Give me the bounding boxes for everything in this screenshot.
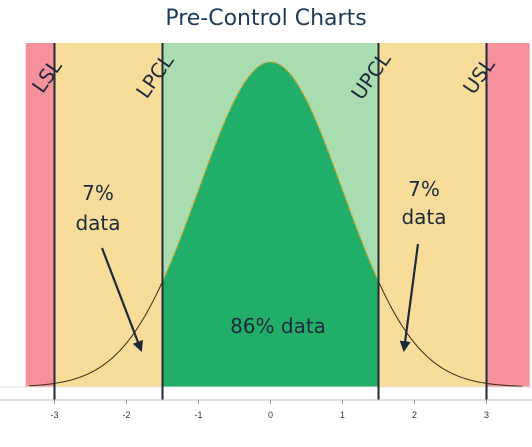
x-tick-label: 1 <box>340 410 345 420</box>
zone-4 <box>486 43 530 387</box>
annotation-right-arrow <box>399 243 420 353</box>
curve-layer <box>0 61 532 388</box>
zone-0 <box>25 43 55 387</box>
x-tick-label: 0 <box>268 410 273 420</box>
annotation-left-percent: 7% <box>82 181 114 205</box>
annotation-right-data: data <box>401 205 446 229</box>
curve-left-tail <box>29 282 163 387</box>
chart-title: Pre-Control Charts <box>165 6 367 31</box>
curve-right-tail <box>378 281 523 387</box>
zone-3 <box>378 43 487 387</box>
zone-1 <box>54 43 163 387</box>
x-tick-label: -2 <box>122 410 130 420</box>
x-tick-label: -1 <box>194 410 202 420</box>
x-axis: -3 -2 -1 0 1 2 3 <box>0 399 532 420</box>
annotation-right-percent: 7% <box>408 177 440 201</box>
x-tick-label: 2 <box>412 410 417 420</box>
annotation-left-arrow <box>100 247 143 353</box>
curve-center <box>161 61 380 282</box>
annotation-left-data: data <box>75 211 120 235</box>
x-tick-label: 3 <box>484 410 489 420</box>
x-tick-label: -3 <box>50 410 58 420</box>
annotation-center-text: 86% data <box>230 314 326 338</box>
annotations-layer: 7% data 86% data 7% data <box>75 177 447 353</box>
